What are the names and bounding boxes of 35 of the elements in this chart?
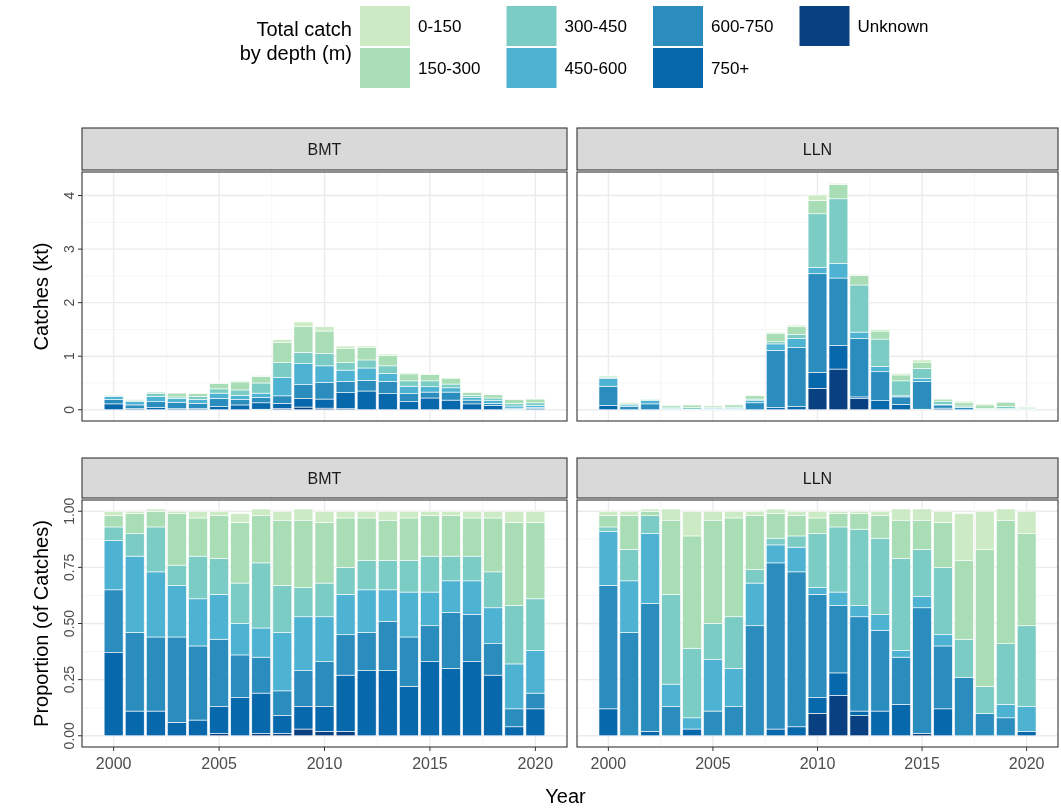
y-tick-label: 0 (61, 405, 77, 414)
legend-label: 600-750 (711, 17, 774, 36)
x-tick-label: 2005 (201, 755, 237, 772)
y-axis-title: Catches (kt) (30, 242, 52, 351)
y-axis-title: Proportion (of Catches) (30, 520, 52, 727)
legend-label: 450-600 (564, 59, 627, 78)
x-tick-label: 2010 (306, 755, 343, 772)
y-tick-label: 3 (61, 245, 77, 254)
y-tick-label: 0.75 (61, 553, 77, 581)
x-tick-label: 2020 (517, 755, 554, 772)
chart-title: BMT (307, 470, 342, 487)
y-tick-label: 0.00 (61, 721, 77, 750)
legend-label: 300-450 (564, 17, 627, 36)
y-tick-label: 1.00 (61, 497, 77, 525)
x-tick-label: 2000 (590, 755, 627, 772)
legend-label: 0-150 (418, 17, 462, 36)
x-tick-label: 2015 (412, 755, 448, 772)
chart-title: BMT (307, 141, 342, 158)
x-tick-label: 2015 (904, 755, 940, 772)
y-tick-label: 2 (61, 298, 77, 307)
x-tick-label: 2000 (95, 755, 132, 772)
x-tick-label: 2010 (799, 755, 836, 772)
legend-label: 750+ (711, 59, 750, 78)
y-tick-label: 0.50 (61, 609, 77, 638)
y-tick-label: 1 (61, 352, 77, 361)
y-tick-label: 0.25 (61, 665, 77, 694)
x-tick-label: 2020 (1008, 755, 1045, 772)
x-tick-label: 2005 (695, 755, 731, 772)
legend-label: Unknown (857, 17, 929, 36)
chart-title: LLN (802, 470, 833, 487)
y-tick-label: 4 (61, 191, 77, 200)
x-axis-title: Year (545, 785, 587, 807)
chart-title: LLN (802, 141, 833, 158)
legend-title: Total catch by depth (m) (239, 18, 352, 64)
legend-label: 150-300 (418, 59, 481, 78)
